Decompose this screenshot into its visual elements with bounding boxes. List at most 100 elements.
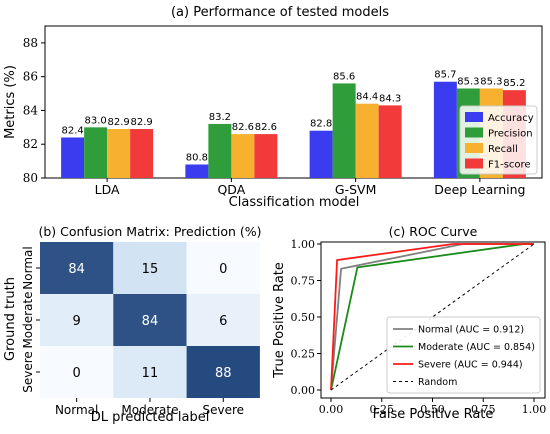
bar-value-label: 85.7	[434, 70, 456, 81]
heatmap-y-tick-label: Moderate	[21, 291, 35, 348]
bar-chart-y-tick-label: 80	[23, 171, 38, 185]
heatmap-cell-value: 9	[73, 314, 81, 329]
legend-label: Moderate (AUC = 0.854)	[418, 342, 535, 353]
legend-label: Accuracy	[488, 113, 534, 124]
bar-chart-y-tick-label: 82	[23, 137, 38, 151]
roc-curve-y-axis-label: True Positive Rate	[272, 262, 287, 379]
heatmap-cell	[113, 242, 187, 294]
bar-value-label: 82.6	[255, 122, 277, 133]
bar-chart-y-tick-label: 84	[23, 103, 39, 117]
bar-value-label: 84.3	[379, 93, 401, 104]
heatmap-cell-value: 84	[142, 314, 159, 329]
heatmap-cell-value: 84	[68, 262, 85, 277]
roc-x-tick-label: 0.75	[471, 403, 496, 416]
heatmap-cell	[186, 242, 260, 294]
bar-chart-frame	[44, 25, 543, 179]
bar	[208, 123, 232, 178]
bar	[61, 137, 85, 178]
legend-swatch	[465, 143, 483, 153]
bar-value-label: 85.6	[333, 71, 355, 82]
roc-x-tick-label: 1.00	[522, 403, 547, 416]
bar-value-label: 84.4	[356, 92, 378, 103]
bar	[254, 134, 278, 178]
heatmap-x-tick-label: Moderate	[121, 403, 178, 417]
bar-value-label: 85.3	[457, 76, 479, 87]
roc-y-tick-label: 0.75	[291, 275, 316, 288]
roc-y-tick-label: 0.00	[291, 384, 316, 397]
bar	[185, 164, 209, 178]
heatmap-cell-value: 0	[219, 262, 227, 277]
bar-value-label: 85.3	[480, 76, 502, 87]
bar-chart-x-tick-label: LDA	[95, 182, 120, 197]
bar	[433, 81, 457, 178]
bar	[355, 103, 379, 178]
roc-curve-panel: (c) ROC Curve 0.00 0.25 0.50 0.75 1.00 0.00 0.…	[272, 224, 546, 422]
roc-x-tick-label: 0.50	[420, 403, 445, 416]
roc-y-tick-label: 1.00	[291, 238, 316, 251]
bar-value-label: 83.0	[84, 115, 106, 126]
bar-chart-y-tick-label: 86	[23, 70, 38, 84]
bar-chart-x-tick-label: QDA	[217, 182, 245, 197]
legend-label: F1-score	[488, 160, 531, 171]
bar-value-label: 82.4	[61, 125, 83, 136]
roc-curve-x-axis-label: False Positive Rate	[373, 407, 494, 422]
confusion-matrix-panel: (b) Confusion Matrix: Prediction (%) 84 1…	[3, 224, 262, 425]
heatmap-x-tick-label: Normal	[55, 403, 98, 417]
heatmap-cell	[186, 346, 260, 398]
legend-label: Recall	[488, 144, 518, 155]
heatmap-cell-value: 88	[215, 366, 232, 381]
heatmap-x-tick-label: Severe	[202, 403, 244, 417]
roc-series-line	[330, 243, 534, 391]
legend-swatch	[465, 158, 483, 169]
bar	[378, 105, 402, 178]
bar-value-label: 82.6	[232, 122, 254, 133]
bar-chart-x-axis-label: Classification model	[229, 195, 360, 210]
legend-label: Severe (AUC = 0.944)	[418, 360, 523, 371]
heatmap-cell	[113, 294, 187, 346]
bar-value-label: 82.9	[107, 117, 129, 128]
heatmap-cell-value: 11	[142, 366, 159, 381]
heatmap-cell-value: 6	[219, 314, 227, 329]
legend-swatch	[465, 112, 483, 122]
confusion-matrix-x-axis-label: DL predicted label	[91, 410, 210, 425]
legend-label: Precision	[488, 129, 533, 140]
bar-value-label: 85.2	[503, 78, 525, 89]
bar-value-label: 82.9	[130, 117, 152, 128]
heatmap-cell	[186, 294, 260, 346]
bar-value-label: 80.8	[186, 152, 208, 163]
bar-value-label: 82.8	[310, 119, 332, 130]
bar-value-label: 83.2	[209, 112, 231, 123]
roc-y-tick-label: 0.25	[291, 348, 316, 361]
heatmap-cell-value: 15	[142, 262, 159, 277]
bar	[231, 134, 255, 178]
legend-label: Random	[418, 377, 457, 388]
bar-chart-y-axis-label: Metrics (%)	[3, 65, 18, 139]
bar-chart-panel: (a) Performance of tested models 80 82 84 8…	[3, 5, 543, 210]
bar	[130, 129, 154, 178]
roc-y-tick-label: 0.50	[291, 311, 316, 324]
roc-curve-title: (c) ROC Curve	[389, 224, 478, 239]
confusion-matrix-y-axis-label: Ground truth	[3, 277, 18, 361]
roc-x-tick-label: 0.00	[319, 403, 344, 416]
bar	[332, 83, 356, 178]
bar	[84, 127, 108, 178]
heatmap-cell	[40, 346, 114, 398]
heatmap-cell	[40, 242, 114, 294]
bar-chart-legend-box	[459, 105, 538, 175]
heatmap-cell-value: 0	[73, 366, 81, 381]
heatmap-y-tick-label: Severe	[21, 351, 35, 393]
roc-legend-box	[386, 316, 541, 394]
heatmap-y-tick-label: Normal	[21, 246, 35, 289]
bar-chart-title: (a) Performance of tested models	[171, 5, 389, 20]
roc-curve-legend: Normal (AUC = 0.912) Moderate (AUC = 0.85…	[386, 316, 541, 394]
bar-chart-y-tick-label: 88	[23, 36, 38, 50]
legend-swatch	[465, 127, 483, 138]
roc-x-tick-label: 0.25	[370, 403, 395, 416]
confusion-matrix-title: (b) Confusion Matrix: Prediction (%)	[38, 224, 261, 239]
heatmap-cell	[40, 294, 114, 346]
bar-chart-x-tick-label: Deep Learning	[434, 182, 525, 197]
heatmap-cell	[113, 346, 187, 398]
bar	[309, 130, 333, 178]
bar-chart-legend: Accuracy Precision Recall F1-score	[459, 105, 538, 175]
